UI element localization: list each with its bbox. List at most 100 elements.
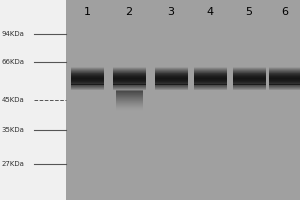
Bar — [154, 69, 188, 70]
Bar — [232, 80, 266, 81]
Bar — [232, 81, 266, 82]
Bar — [112, 79, 146, 80]
Bar — [70, 82, 104, 83]
Bar — [116, 94, 142, 96]
Bar — [70, 84, 104, 85]
Bar — [116, 108, 142, 110]
Bar — [232, 83, 266, 84]
Bar — [232, 84, 266, 85]
Bar — [194, 73, 226, 74]
Bar — [116, 101, 142, 102]
Bar — [112, 88, 146, 89]
Bar — [194, 79, 226, 80]
Bar — [268, 85, 300, 86]
Bar — [194, 75, 226, 76]
Bar — [112, 67, 146, 68]
Bar — [268, 88, 300, 89]
Bar — [112, 69, 146, 70]
Bar — [70, 69, 104, 70]
Text: 66KDa: 66KDa — [2, 59, 25, 65]
Bar — [232, 88, 266, 89]
Bar — [116, 103, 142, 104]
Bar — [70, 83, 104, 84]
Bar — [268, 77, 300, 78]
Bar — [268, 89, 300, 90]
Bar — [154, 74, 188, 75]
Text: 27KDa: 27KDa — [2, 161, 24, 167]
Bar — [268, 68, 300, 69]
Bar — [268, 84, 300, 85]
Bar — [112, 76, 146, 77]
Bar — [116, 109, 142, 110]
Text: 5: 5 — [245, 7, 253, 17]
Bar — [70, 70, 104, 71]
Bar — [70, 74, 104, 75]
Bar — [116, 95, 142, 97]
Bar — [116, 91, 142, 92]
Bar — [154, 79, 188, 80]
Bar — [70, 79, 104, 80]
Bar — [268, 72, 300, 73]
Bar — [112, 87, 146, 88]
Bar — [70, 87, 104, 88]
Bar — [268, 83, 300, 84]
Bar — [154, 80, 188, 81]
Bar — [70, 81, 104, 82]
Bar — [194, 80, 226, 81]
Bar — [112, 74, 146, 75]
Bar — [112, 70, 146, 71]
Bar — [232, 67, 266, 68]
Bar — [70, 89, 104, 90]
Bar — [154, 85, 188, 86]
Bar — [232, 73, 266, 74]
Bar — [116, 107, 142, 108]
Bar — [154, 86, 188, 87]
Bar — [194, 77, 226, 78]
Bar — [112, 84, 146, 85]
Bar — [232, 78, 266, 79]
Bar — [112, 86, 146, 87]
Text: 45KDa: 45KDa — [2, 97, 24, 103]
Bar — [70, 72, 104, 73]
Text: 6: 6 — [281, 7, 288, 17]
Bar — [154, 77, 188, 78]
Bar — [70, 86, 104, 87]
Bar — [232, 74, 266, 75]
Bar — [268, 76, 300, 77]
Bar — [232, 79, 266, 80]
Bar — [154, 71, 188, 72]
Bar — [112, 82, 146, 83]
Bar — [194, 69, 226, 70]
Bar — [112, 71, 146, 72]
Bar — [116, 104, 142, 106]
Bar — [112, 72, 146, 73]
Text: 94KDa: 94KDa — [2, 31, 24, 37]
Bar — [268, 84, 300, 85]
Bar — [116, 90, 142, 92]
Bar — [116, 100, 142, 102]
Bar — [268, 71, 300, 72]
Bar — [154, 81, 188, 82]
Bar — [268, 82, 300, 83]
Bar — [268, 79, 300, 80]
Bar — [232, 76, 266, 77]
Bar — [112, 89, 146, 90]
Bar — [70, 73, 104, 74]
Bar — [154, 78, 188, 79]
Text: 3: 3 — [167, 7, 175, 17]
Bar — [232, 75, 266, 76]
Bar — [232, 85, 266, 86]
Bar — [116, 92, 142, 94]
Bar — [70, 85, 104, 86]
Bar — [112, 85, 146, 86]
Bar — [70, 78, 104, 79]
Bar — [112, 73, 146, 74]
Bar — [112, 84, 146, 85]
Bar — [232, 89, 266, 90]
Text: 4: 4 — [206, 7, 214, 17]
Bar — [112, 68, 146, 69]
Bar — [232, 69, 266, 70]
Bar — [232, 84, 266, 85]
Bar — [154, 67, 188, 68]
Bar — [194, 72, 226, 73]
